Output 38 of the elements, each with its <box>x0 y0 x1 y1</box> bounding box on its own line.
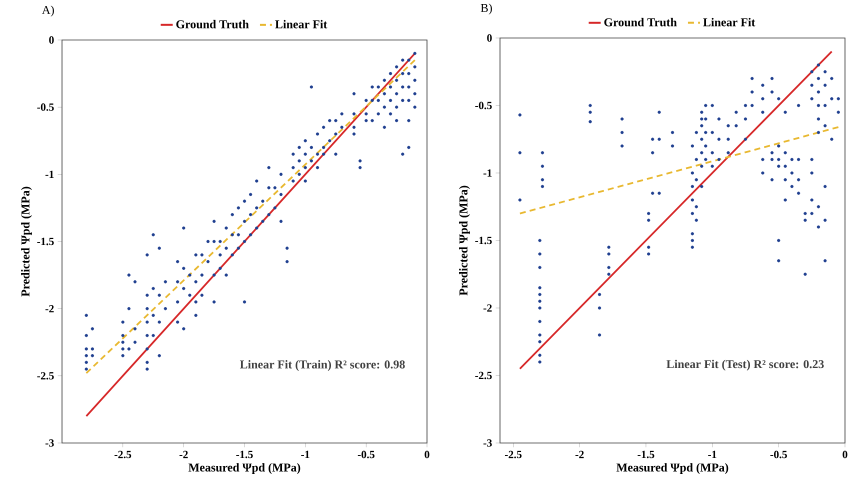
x-tick-label: -1.5 <box>638 450 654 458</box>
legend-label: Linear Fit <box>275 20 328 28</box>
x-tick-label: 0 <box>842 450 848 458</box>
y-tick-label: -0.5 <box>475 102 492 110</box>
x-tick-label: 0 <box>424 450 430 458</box>
chart-title: B) <box>480 4 492 14</box>
x-tick-label: -0.5 <box>770 450 787 458</box>
x-tick-label: -2 <box>575 450 584 458</box>
x-tick-label: -2 <box>180 450 188 458</box>
x-tick-label: -2.5 <box>114 450 132 458</box>
annotation: Linear Fit (Test) R² score: 0.23 <box>666 360 824 371</box>
y-tick-label: -2 <box>483 304 492 312</box>
y-tick-label: -2.5 <box>475 372 492 380</box>
y-axis-title: Predicted Ψpd (MPa) <box>21 186 32 297</box>
y-tick-label: 0 <box>49 36 54 44</box>
legend-label: Ground Truth <box>604 18 677 26</box>
y-tick-label: -2 <box>45 305 54 312</box>
x-tick-label: -1 <box>708 450 716 458</box>
y-tick-label: -2.5 <box>37 372 54 380</box>
y-tick-label: -1 <box>45 170 54 178</box>
legend-label: Ground Truth <box>176 20 249 28</box>
legend-label: Linear Fit <box>703 18 756 26</box>
y-tick-label: -1.5 <box>37 238 54 246</box>
x-tick-label: -1.5 <box>236 450 253 458</box>
y-tick-label: -3 <box>483 439 492 447</box>
y-tick-label: -1 <box>483 169 492 177</box>
y-tick-label: -1.5 <box>475 236 492 244</box>
y-tick-label: -0.5 <box>37 103 54 111</box>
x-tick-label: -2.5 <box>504 450 522 458</box>
chart-title: A) <box>42 6 54 16</box>
annotation: Linear Fit (Train) R² score: 0.98 <box>240 360 405 371</box>
y-tick-label: -3 <box>45 439 54 447</box>
y-axis-title: Predicted Ψpd (MPa) <box>459 186 470 296</box>
y-tick-label: 0 <box>487 34 492 42</box>
x-tick-label: -1 <box>301 450 310 458</box>
x-tick-label: -0.5 <box>358 450 374 458</box>
x-axis-title: Measured Ψpd (MPa) <box>616 463 728 474</box>
x-axis-title: Measured Ψpd (MPa) <box>188 463 300 474</box>
